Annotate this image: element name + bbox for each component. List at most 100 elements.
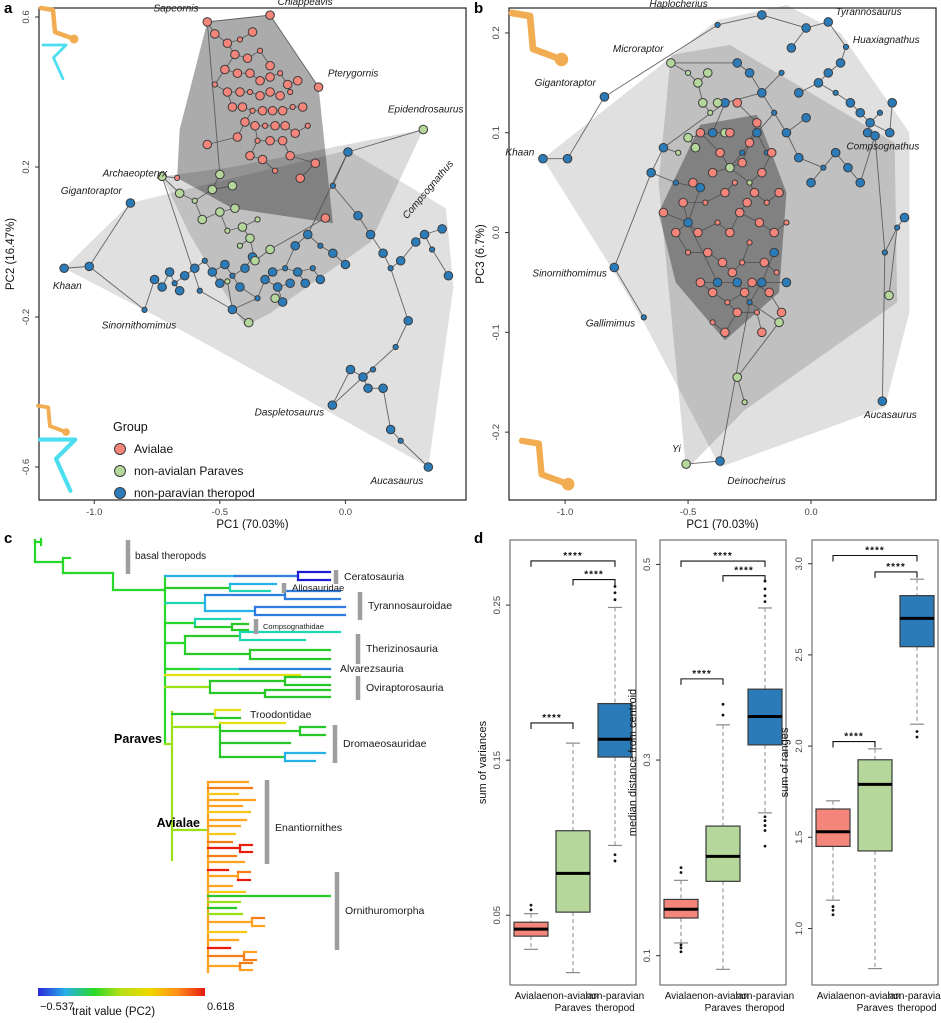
scatter-point — [793, 152, 804, 163]
taxon-label: Khaan — [53, 281, 82, 292]
scatter-point — [289, 103, 296, 111]
clade-label: basal theropods — [135, 551, 206, 562]
scatter-point — [646, 167, 656, 178]
scatter-point — [876, 109, 884, 116]
scatter-point — [709, 319, 716, 326]
scatter-point — [275, 90, 285, 101]
phylo-edge — [199, 290, 233, 310]
scatter-point — [753, 309, 761, 316]
scatter-point — [215, 169, 225, 180]
scatter-point — [282, 79, 293, 90]
scatter-point — [261, 122, 269, 129]
y-tick-label: 0.2 — [21, 160, 32, 173]
taxon-label: Deinocheirus — [727, 476, 785, 487]
scatter-point — [179, 270, 190, 281]
taxon-label: Epidendrosaurus — [388, 105, 464, 116]
group-label: non-paravian — [736, 991, 794, 1002]
pca-plot-pc1-pc2: -1.0 -0.5 0.0 0.6 0.2 -0.2 -0.6 PC1 (70.03%) PC2… — [5, 0, 467, 530]
box — [899, 595, 935, 648]
scatter-point — [783, 219, 790, 226]
scatter-point — [197, 214, 208, 225]
y-axis-label: PC2 (16.47%) — [5, 218, 17, 290]
scatter-point — [732, 307, 743, 318]
phylo-edge — [719, 302, 750, 462]
boxplot-border — [509, 539, 637, 986]
y-tick-label: 0.1 — [642, 949, 653, 962]
x-tick-label: -1.0 — [86, 507, 102, 518]
outlier-dot — [763, 829, 767, 832]
scatter-point — [609, 262, 620, 273]
scatter-point — [681, 459, 691, 469]
taxon-label: Sinornithomimus — [102, 320, 176, 331]
phylo-edge — [741, 242, 750, 263]
scatter-point — [141, 306, 148, 313]
phylo-edge — [884, 227, 898, 253]
significance-bracket — [572, 578, 616, 586]
scatter-point — [695, 127, 706, 138]
y-tick-label: -0.1 — [491, 324, 502, 340]
scatter-point — [202, 17, 213, 27]
scatter-point — [310, 158, 321, 169]
scatter-point — [358, 372, 368, 382]
outlier-dot — [763, 587, 767, 591]
x-tick-label: -0.5 — [680, 507, 696, 518]
scatter-point — [240, 263, 250, 274]
scatter-point — [285, 278, 295, 289]
taxon-label: Compsognathus — [846, 142, 919, 153]
significance-bracket — [680, 678, 724, 685]
scatter-point — [702, 199, 709, 206]
box — [705, 825, 741, 882]
taxon-label: Tyrannosaurus — [836, 7, 902, 18]
phylo-edge — [749, 302, 780, 323]
outlier-dot — [679, 866, 683, 870]
phylo-edge — [332, 151, 349, 186]
convex-hull — [542, 5, 910, 468]
scatter-point — [769, 227, 779, 238]
forelimb-joint-dot — [69, 34, 79, 44]
forelimb-silhouette — [508, 9, 569, 67]
scatter-point — [801, 23, 811, 33]
panel-letter-c: c — [4, 530, 13, 547]
scatter-point — [245, 68, 255, 79]
scatter-point — [237, 102, 248, 112]
scatter-point — [215, 207, 225, 217]
scatter-point — [732, 98, 743, 108]
scatter-point — [443, 270, 454, 281]
scatter-point — [265, 10, 275, 20]
scatter-point — [282, 265, 289, 272]
scatter-point — [164, 267, 175, 277]
phylo-edge — [331, 369, 351, 406]
boxplot-border — [811, 539, 939, 986]
outlier-dot — [613, 585, 617, 588]
significance-stars: **** — [692, 669, 712, 680]
scatter-point — [670, 227, 681, 238]
phylo-edge — [613, 267, 645, 318]
y-axis-label: PC3 (6.7%) — [475, 224, 487, 284]
x-tick-label: -0.5 — [212, 507, 228, 518]
taxon-label: Yi — [672, 444, 681, 455]
forelimb-shape — [36, 403, 68, 434]
scatter-point — [196, 287, 203, 294]
outlier-dot — [529, 903, 533, 907]
phylo-edge — [307, 151, 349, 235]
scatter-point — [265, 87, 275, 97]
significance-stars: **** — [563, 551, 583, 562]
scatter-point — [744, 68, 755, 78]
scatter-point — [235, 87, 245, 97]
x-tick-label: 0.0 — [339, 507, 352, 518]
scatter-point — [707, 167, 718, 178]
scatter-point — [246, 88, 254, 96]
scatter-point — [236, 242, 244, 249]
outlier-dot — [529, 908, 533, 912]
scatter-point — [247, 27, 258, 37]
scatter-point — [227, 102, 238, 112]
taxon-label: Sinornithomimus — [532, 268, 606, 279]
y-tick-label: 0.1 — [491, 126, 502, 139]
scatter-point — [419, 229, 430, 240]
scatter-point — [715, 147, 725, 158]
taxon-label: Daspletosaurus — [255, 407, 324, 418]
hindlimb-shape — [41, 43, 68, 81]
scatter-point — [781, 127, 792, 138]
scatter-point — [403, 315, 414, 326]
scatter-point — [157, 171, 167, 182]
